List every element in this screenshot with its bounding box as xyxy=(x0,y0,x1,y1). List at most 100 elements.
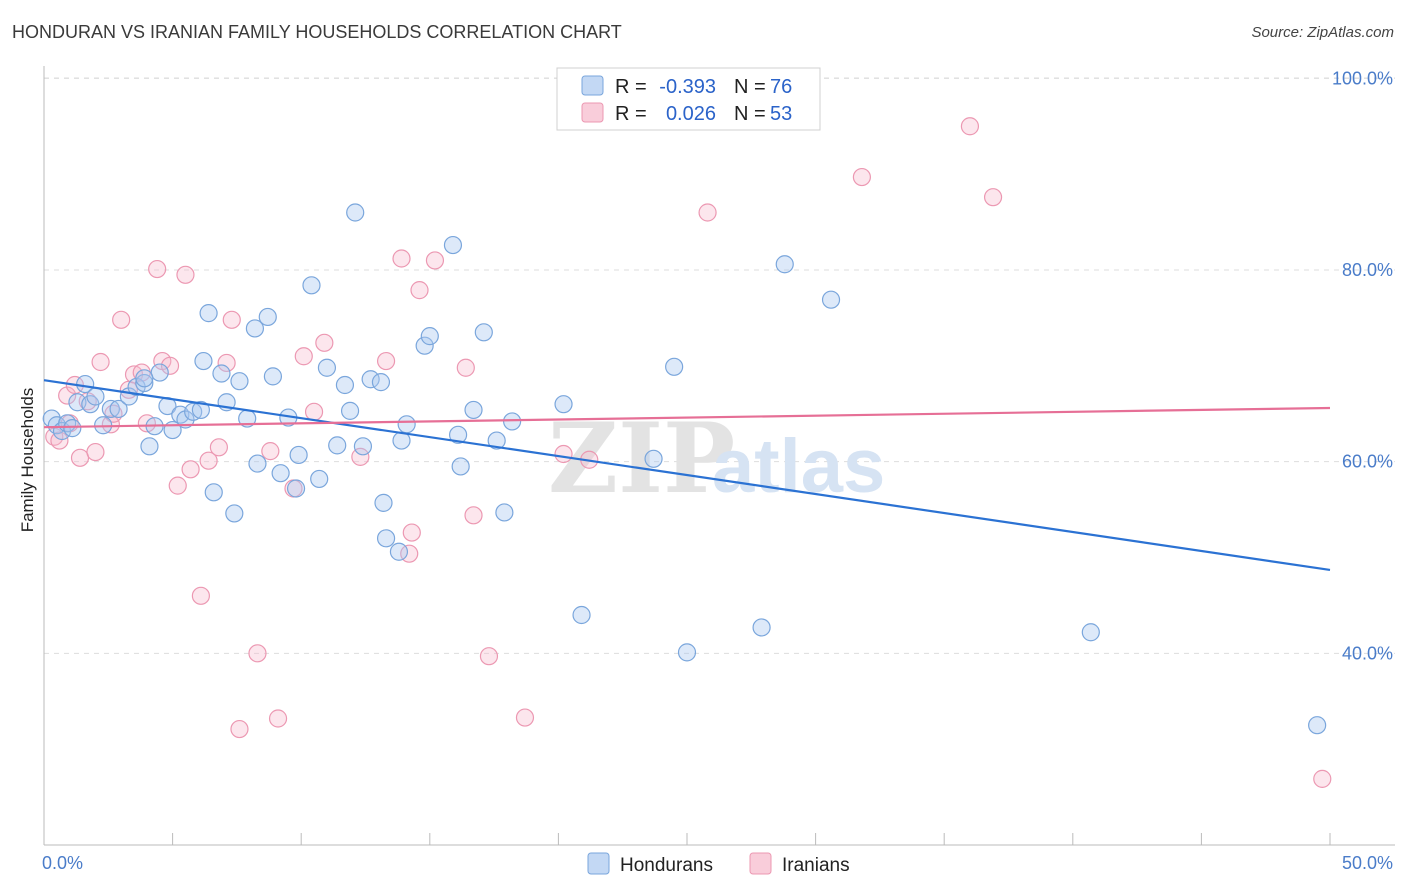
honduran-point xyxy=(302,276,321,295)
honduran-point xyxy=(245,319,265,338)
honduran-point xyxy=(199,304,218,323)
iranian-point xyxy=(1313,769,1332,788)
iranian-point xyxy=(464,506,483,525)
honduran-point xyxy=(225,504,244,523)
honduran-point xyxy=(63,419,82,438)
iranian-point xyxy=(181,460,200,479)
honduran-point xyxy=(248,454,267,473)
iranian-point xyxy=(852,167,871,187)
iranian-point xyxy=(392,249,411,268)
honduran-point xyxy=(495,503,514,522)
legend-n-label: N = xyxy=(734,103,766,125)
chart-title: HONDURAN VS IRANIAN FAMILY HOUSEHOLDS CO… xyxy=(12,22,622,42)
legend-r-value: -0.393 xyxy=(659,76,716,98)
y-tick-labels: 40.0% 60.0% 80.0% 100.0% xyxy=(1332,68,1393,663)
honduran-point xyxy=(258,307,277,327)
honduran-point xyxy=(415,336,434,355)
honduran-point xyxy=(1081,623,1100,642)
legend-r-label: R = xyxy=(615,76,647,98)
iranians-points xyxy=(45,117,1332,788)
honduran-point xyxy=(271,464,290,483)
honduran-point xyxy=(317,358,337,377)
honduran-point xyxy=(263,367,283,386)
iranian-point xyxy=(315,333,334,352)
honduran-point xyxy=(86,387,105,406)
y-tick-label: 40.0% xyxy=(1342,643,1393,663)
honduran-point xyxy=(140,437,159,456)
iranian-point xyxy=(222,310,241,329)
honduran-point xyxy=(821,290,841,309)
honduran-point xyxy=(328,436,347,455)
grid-lines xyxy=(44,77,1395,654)
iranians-trend-line xyxy=(43,406,1331,429)
honduran-point xyxy=(191,400,210,420)
iranian-point xyxy=(376,351,396,371)
bottom-legend: Hondurans Iranians xyxy=(587,852,850,876)
iranian-point xyxy=(983,188,1003,207)
legend-n-label: N = xyxy=(734,76,766,98)
honduran-point xyxy=(374,493,393,512)
source-label: Source: ZipAtlas.com xyxy=(1251,24,1394,41)
honduran-point xyxy=(420,327,439,346)
legend-n-value: 76 xyxy=(770,76,792,98)
honduran-point xyxy=(389,542,409,561)
iranian-point xyxy=(168,476,187,495)
legend-r-label: R = xyxy=(615,103,647,125)
honduran-point xyxy=(289,445,308,465)
iranian-point xyxy=(248,644,267,663)
iranian-point xyxy=(160,356,180,375)
honduran-point xyxy=(150,363,169,382)
x-tick-label: 0.0% xyxy=(42,853,83,873)
honduran-point xyxy=(503,412,522,431)
y-tick-label: 80.0% xyxy=(1342,260,1393,280)
honduran-point xyxy=(101,399,120,419)
iranian-point xyxy=(960,117,980,136)
iranians-legend-label: Iranians xyxy=(782,855,850,876)
x-tick-label: 50.0% xyxy=(1342,853,1393,873)
honduran-point xyxy=(194,351,213,371)
stats-legend: R = -0.393 N = 76 R = 0.026 N = 53 xyxy=(556,67,821,131)
honduran-point xyxy=(464,400,483,420)
honduran-point xyxy=(752,618,771,637)
y-tick-label: 60.0% xyxy=(1342,452,1393,472)
iranian-point xyxy=(112,310,131,329)
honduran-point xyxy=(310,469,329,489)
honduran-point xyxy=(474,323,493,342)
hondurans-legend-label: Hondurans xyxy=(620,855,713,876)
iranian-point xyxy=(294,347,313,366)
iranians-swatch xyxy=(581,102,604,123)
honduran-point xyxy=(448,425,468,444)
honduran-point xyxy=(572,605,591,625)
legend-r-value: 0.026 xyxy=(666,103,716,125)
iranian-point xyxy=(230,719,249,739)
hondurans-legend-swatch xyxy=(587,852,610,875)
iranian-point xyxy=(261,442,280,461)
honduran-point xyxy=(135,369,154,388)
legend-n-value: 53 xyxy=(770,103,792,125)
honduran-point xyxy=(340,401,360,420)
iranian-point xyxy=(70,448,90,467)
honduran-point xyxy=(230,372,249,391)
honduran-point xyxy=(554,395,573,414)
iranian-point xyxy=(199,451,218,470)
honduran-point xyxy=(353,437,373,456)
honduran-point xyxy=(397,415,416,434)
honduran-point xyxy=(1308,716,1327,735)
hondurans-swatch xyxy=(581,75,604,96)
iranian-point xyxy=(268,709,288,728)
iranian-point xyxy=(698,203,717,222)
axes: 0.0% 50.0% xyxy=(42,66,1395,873)
honduran-point xyxy=(335,375,355,395)
iranian-point xyxy=(217,353,236,373)
honduran-point xyxy=(286,479,306,498)
iranian-point xyxy=(515,708,535,727)
iranian-point xyxy=(209,438,228,457)
honduran-point xyxy=(212,364,231,383)
hondurans-trend-line xyxy=(43,379,1331,572)
iranian-point xyxy=(410,281,429,300)
honduran-point xyxy=(176,410,195,429)
honduran-point xyxy=(371,373,391,392)
iranian-point xyxy=(86,442,105,462)
trend-lines xyxy=(43,379,1331,572)
